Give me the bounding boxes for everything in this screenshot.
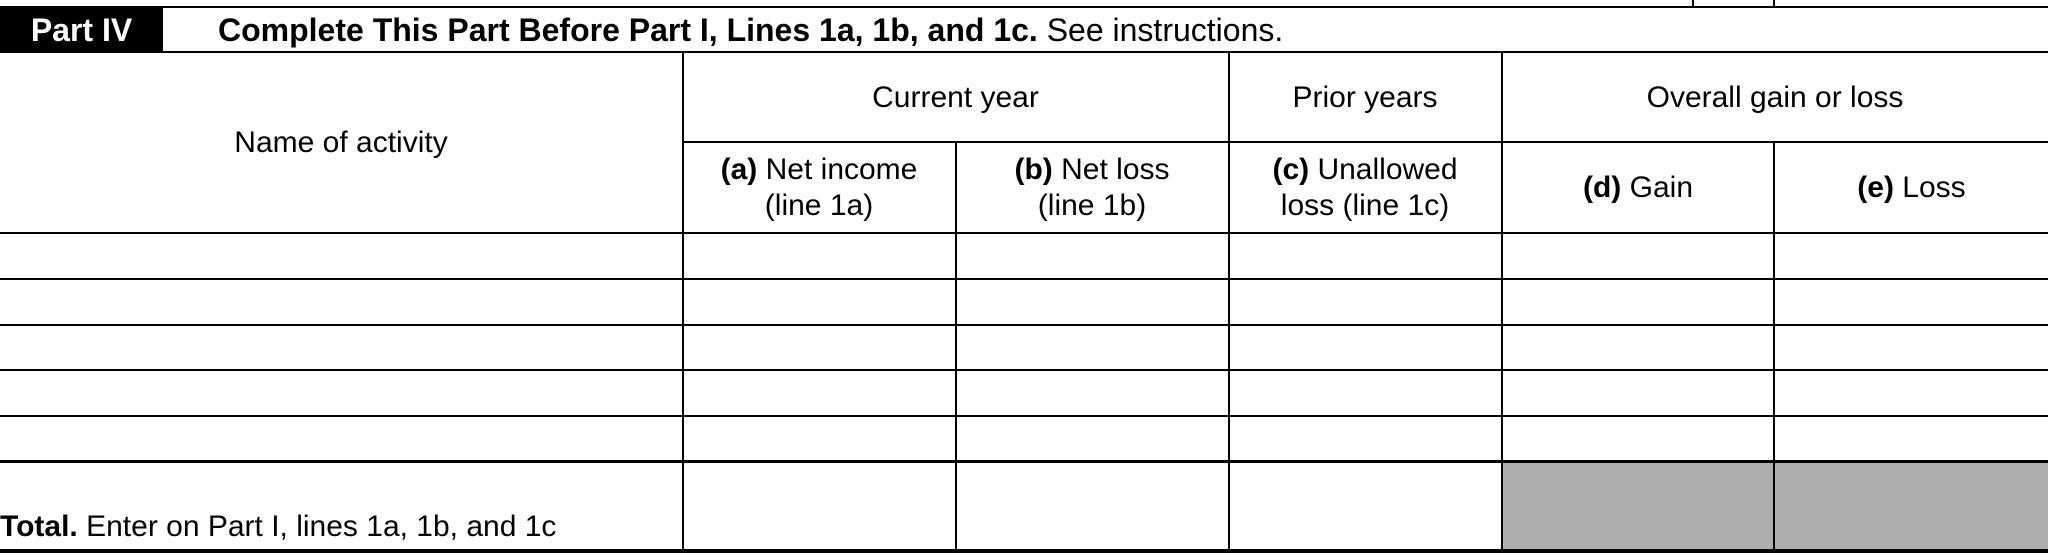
row-1-c-field[interactable] [1230, 234, 1501, 278]
total-label: Total. Enter on Part I, lines 1a, 1b, an… [0, 510, 556, 544]
rule-row [0, 369, 2048, 371]
row-2-c-field[interactable] [1230, 280, 1501, 324]
rule-subheader [682, 141, 2048, 143]
column-label: Net loss [1052, 152, 1170, 186]
row-3-e-field[interactable] [1775, 326, 2048, 370]
row-5-c-field[interactable] [1230, 417, 1501, 461]
rule-header [0, 51, 2048, 53]
rule-bottom [0, 549, 2048, 553]
row-2-b-field[interactable] [957, 280, 1228, 324]
rule-top [0, 6, 2048, 8]
row-3-activity-field[interactable] [0, 326, 682, 370]
prev-part-divider [1692, 0, 1694, 8]
column-label: Net income [757, 152, 918, 186]
column-label: Loss [1893, 170, 1966, 204]
column-c-header: (c) Unallowed loss (line 1c) [1229, 143, 1501, 232]
row-5-activity-field[interactable] [0, 417, 682, 461]
column-letter: (d) [1582, 170, 1622, 204]
rule-total [0, 460, 2048, 463]
row-5-a-field[interactable] [684, 417, 955, 461]
column-label: Unallowed [1309, 152, 1458, 186]
header-overall-gain-or-loss: Overall gain or loss [1646, 80, 1904, 114]
row-4-c-field[interactable] [1230, 371, 1501, 415]
row-1-a-field[interactable] [684, 234, 955, 278]
row-4-d-field[interactable] [1503, 371, 1773, 415]
row-3-a-field[interactable] [684, 326, 955, 370]
row-2-e-field[interactable] [1775, 280, 2048, 324]
prev-part-divider [1773, 0, 1775, 8]
shaded-cell-d-e [1502, 463, 2048, 549]
row-4-a-field[interactable] [684, 371, 955, 415]
column-sub: (line 1b) [1037, 188, 1147, 222]
row-2-d-field[interactable] [1503, 280, 1773, 324]
header-name-of-activity: Name of activity [234, 126, 448, 159]
part-badge: Part IV [0, 8, 163, 52]
part-title-rest: See instructions. [1037, 11, 1284, 48]
header-prior-years: Prior years [1292, 80, 1438, 114]
row-1-e-field[interactable] [1775, 234, 2048, 278]
column-sub: loss (line 1c) [1280, 188, 1450, 222]
row-4-b-field[interactable] [957, 371, 1228, 415]
row-5-e-field[interactable] [1775, 417, 2048, 461]
row-1-b-field[interactable] [957, 234, 1228, 278]
column-divider [955, 142, 957, 552]
total-b-field[interactable] [956, 463, 1228, 549]
total-a-field[interactable] [683, 463, 955, 549]
row-4-e-field[interactable] [1775, 371, 2048, 415]
row-5-d-field[interactable] [1503, 417, 1773, 461]
total-label-bold: Total. [0, 510, 78, 543]
column-divider [1228, 52, 1230, 552]
header-current-year: Current year [872, 80, 1039, 114]
column-divider [1501, 52, 1503, 552]
column-d-header: (d) Gain [1502, 143, 1774, 232]
row-4-activity-field[interactable] [0, 371, 682, 415]
row-3-b-field[interactable] [957, 326, 1228, 370]
part-title-bold: Complete This Part Before Part I, Lines … [218, 11, 1038, 48]
total-c-field[interactable] [1229, 463, 1501, 549]
column-divider [682, 52, 684, 552]
column-letter: (b) [1014, 152, 1053, 186]
column-sub: (line 1a) [764, 188, 874, 222]
total-label-rest: Enter on Part I, lines 1a, 1b, and 1c [77, 510, 557, 543]
column-e-header: (e) Loss [1775, 143, 2048, 232]
row-5-b-field[interactable] [957, 417, 1228, 461]
column-letter: (c) [1272, 152, 1310, 186]
row-1-d-field[interactable] [1503, 234, 1773, 278]
row-3-c-field[interactable] [1230, 326, 1501, 370]
rule-row [0, 324, 2048, 326]
row-2-activity-field[interactable] [0, 280, 682, 324]
row-3-d-field[interactable] [1503, 326, 1773, 370]
column-letter: (e) [1857, 170, 1894, 204]
column-divider [1773, 142, 1775, 552]
column-label: Gain [1621, 170, 1694, 204]
rule-row [0, 278, 2048, 280]
column-b-header: (b) Net loss (line 1b) [956, 143, 1228, 232]
rule-row [0, 232, 2048, 234]
row-2-a-field[interactable] [684, 280, 955, 324]
rule-row [0, 415, 2048, 417]
part-title: Complete This Part Before Part I, Lines … [218, 8, 1283, 52]
column-a-header: (a) Net income (line 1a) [683, 143, 955, 232]
row-1-activity-field[interactable] [0, 234, 682, 278]
column-letter: (a) [720, 152, 758, 186]
